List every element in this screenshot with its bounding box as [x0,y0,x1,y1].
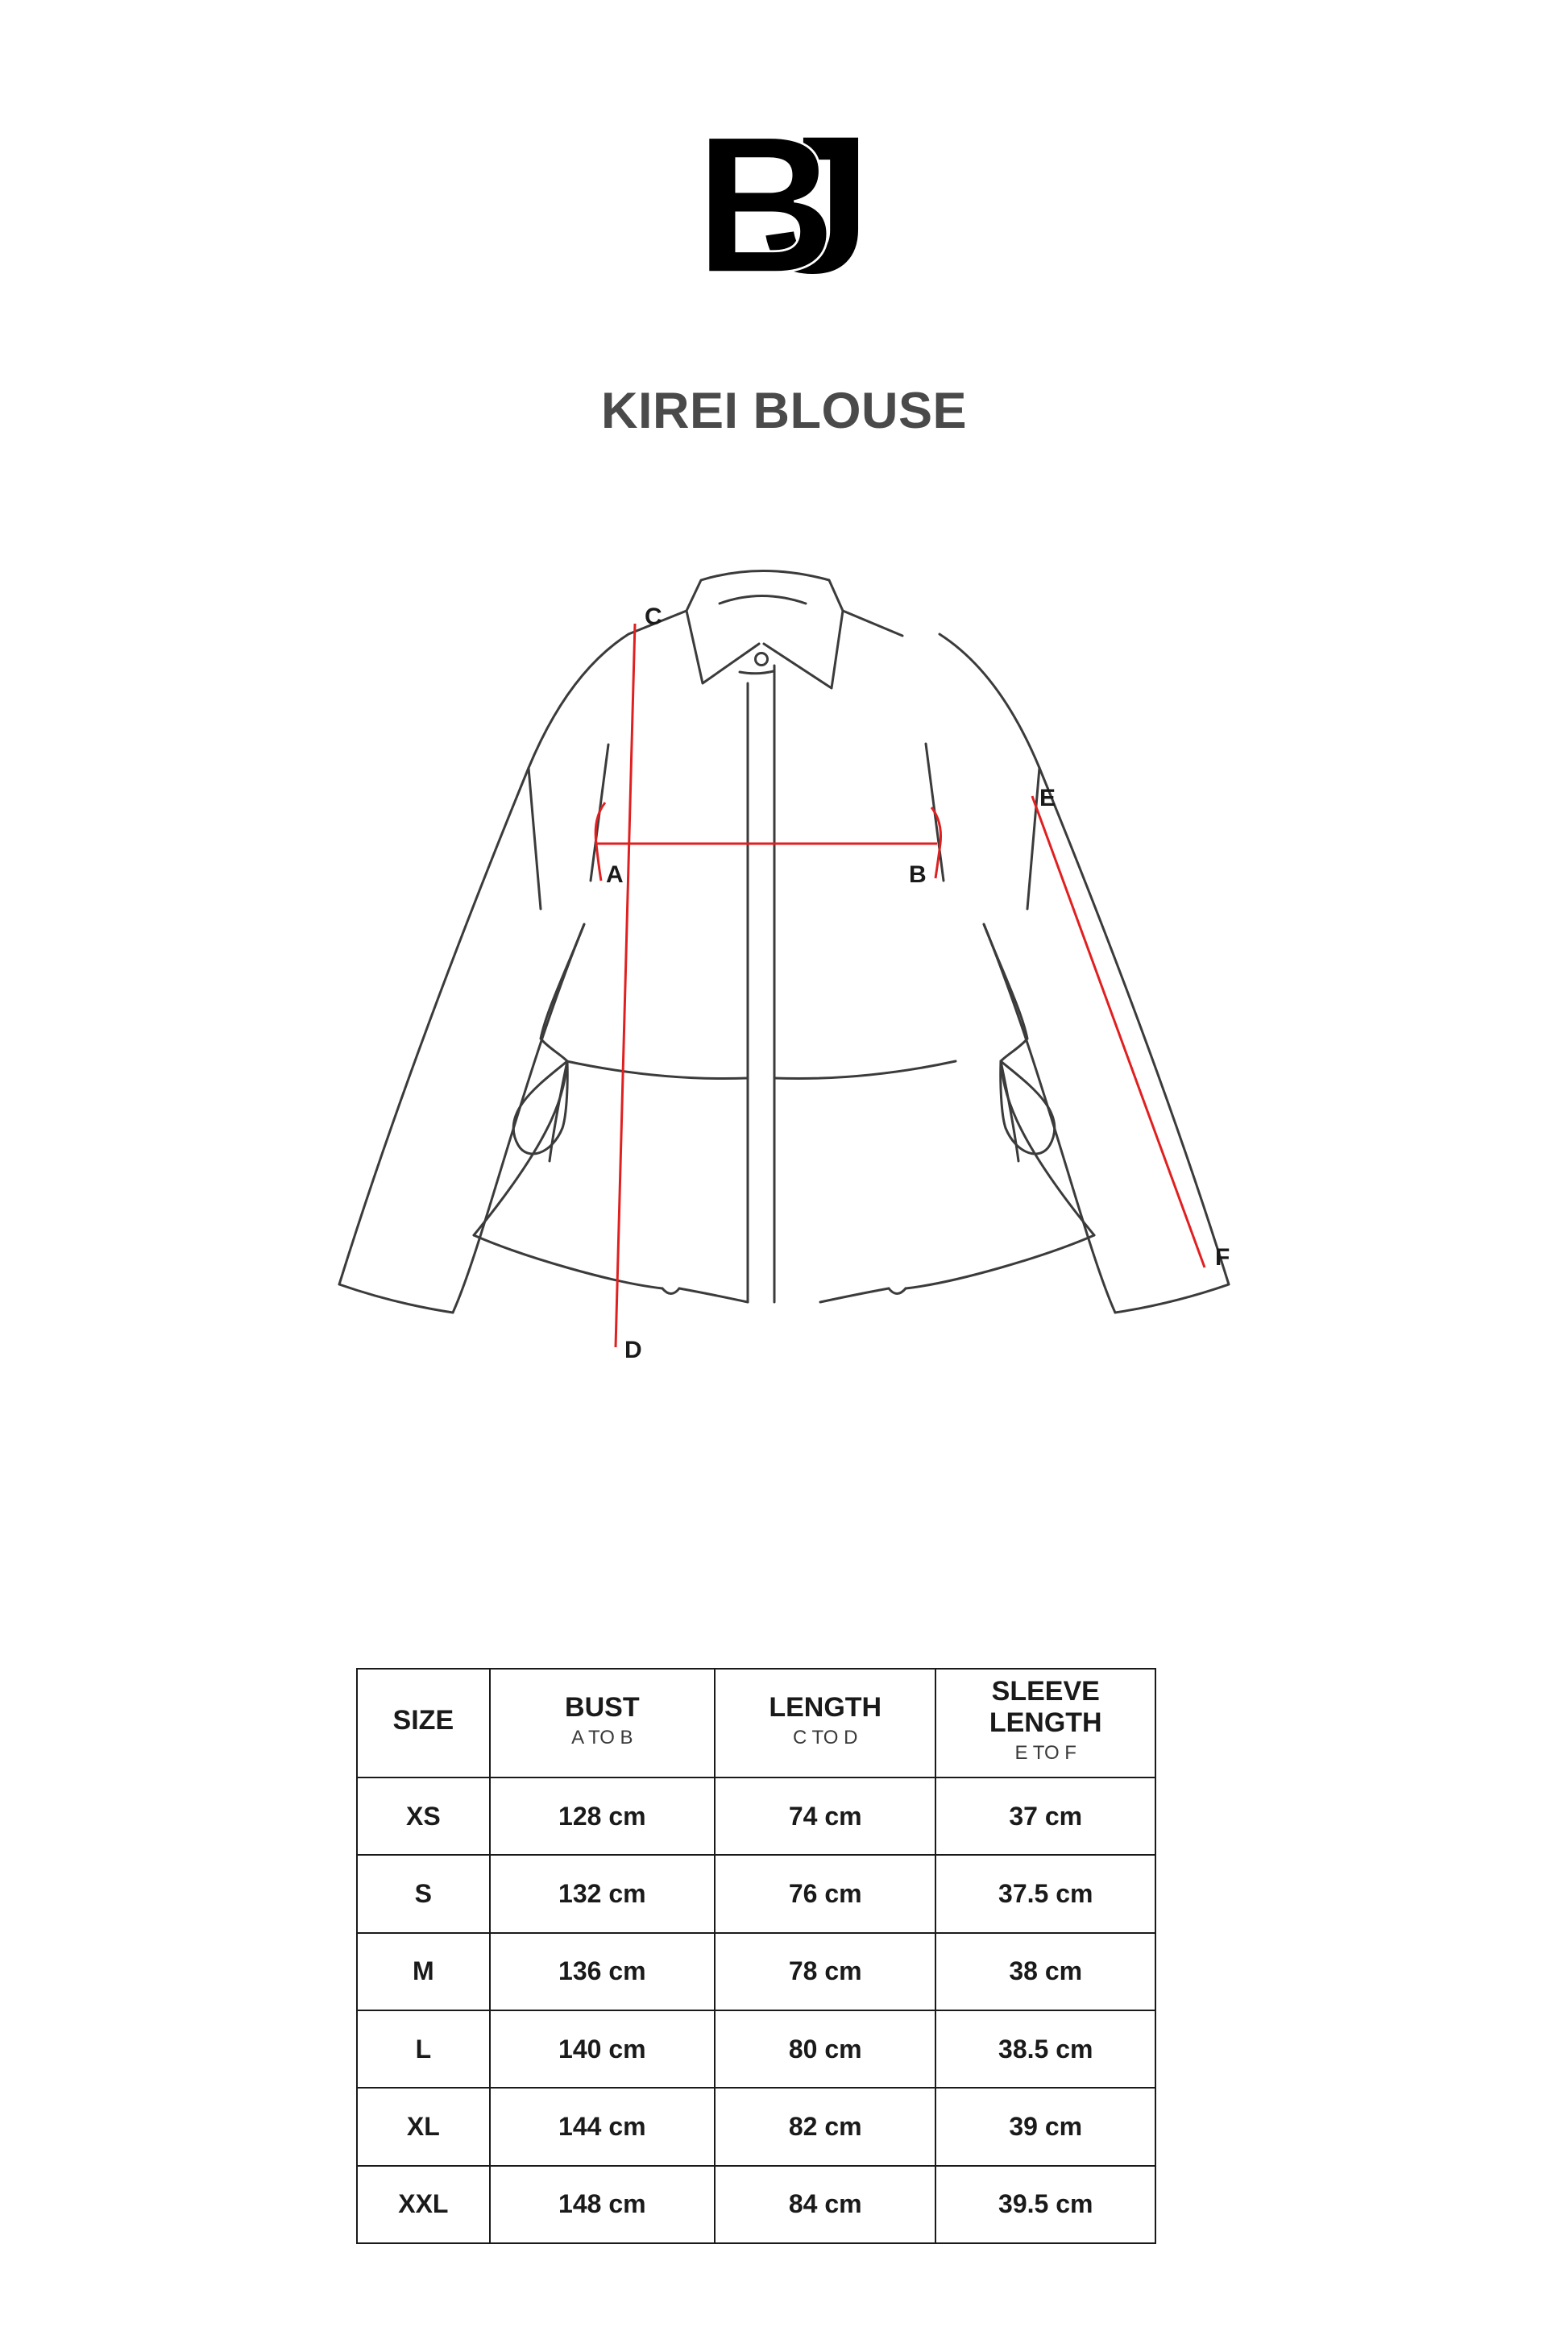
svg-text:B: B [909,861,927,888]
svg-text:A: A [606,861,624,888]
svg-text:C: C [645,604,662,630]
svg-text:F: F [1215,1244,1230,1271]
svg-text:D: D [624,1337,642,1363]
svg-text:E: E [1039,785,1056,811]
